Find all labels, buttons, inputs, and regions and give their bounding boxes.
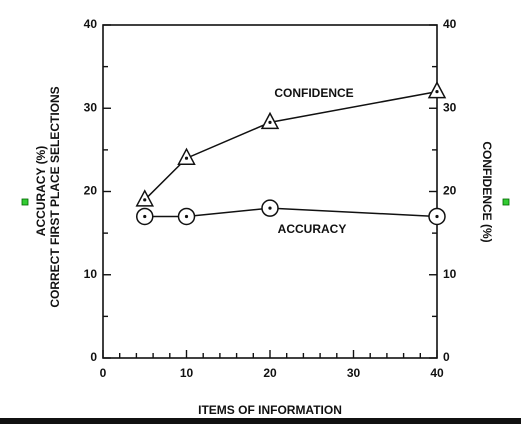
y-tick-label: 30 xyxy=(84,100,98,114)
marker-dot xyxy=(184,214,189,219)
y-tick-label: 20 xyxy=(84,184,98,198)
y-tick-label: 40 xyxy=(84,17,98,31)
resize-handle[interactable] xyxy=(502,198,510,206)
marker-dot xyxy=(143,214,147,219)
resize-handle[interactable] xyxy=(21,198,29,206)
y-axis-label: ACCURACY (%) xyxy=(34,146,48,236)
x-tick-label: 10 xyxy=(180,366,194,380)
series-line xyxy=(144,207,438,218)
bottom-bar xyxy=(0,418,521,424)
y-tick-label: 0 xyxy=(90,350,97,364)
y-axis-label: CORRECT FIRST PLACE SELECTIONS xyxy=(48,86,62,307)
marker-dot xyxy=(435,214,439,219)
x-tick-label: 0 xyxy=(100,366,107,380)
x-tick-label: 20 xyxy=(263,366,277,380)
x-axis-label: ITEMS OF INFORMATION xyxy=(198,403,342,417)
y2-axis-label: CONFIDENCE (%) xyxy=(480,141,494,242)
y-tick-label: 10 xyxy=(84,267,98,281)
marker-dot xyxy=(184,156,189,160)
marker-dot xyxy=(143,198,147,202)
series-line xyxy=(144,90,438,201)
y2-tick-label: 0 xyxy=(443,350,450,364)
marker-dot xyxy=(268,120,272,125)
y2-tick-label: 30 xyxy=(443,100,457,114)
series-annotation: ACCURACY xyxy=(278,222,347,236)
marker-dot xyxy=(435,90,439,94)
y2-tick-label: 20 xyxy=(443,184,457,198)
y2-tick-label: 40 xyxy=(443,17,457,31)
x-tick-label: 30 xyxy=(347,366,361,380)
y2-tick-label: 10 xyxy=(443,267,457,281)
series-annotation: CONFIDENCE xyxy=(274,86,353,100)
marker-dot xyxy=(268,206,272,210)
x-tick-label: 40 xyxy=(430,366,444,380)
